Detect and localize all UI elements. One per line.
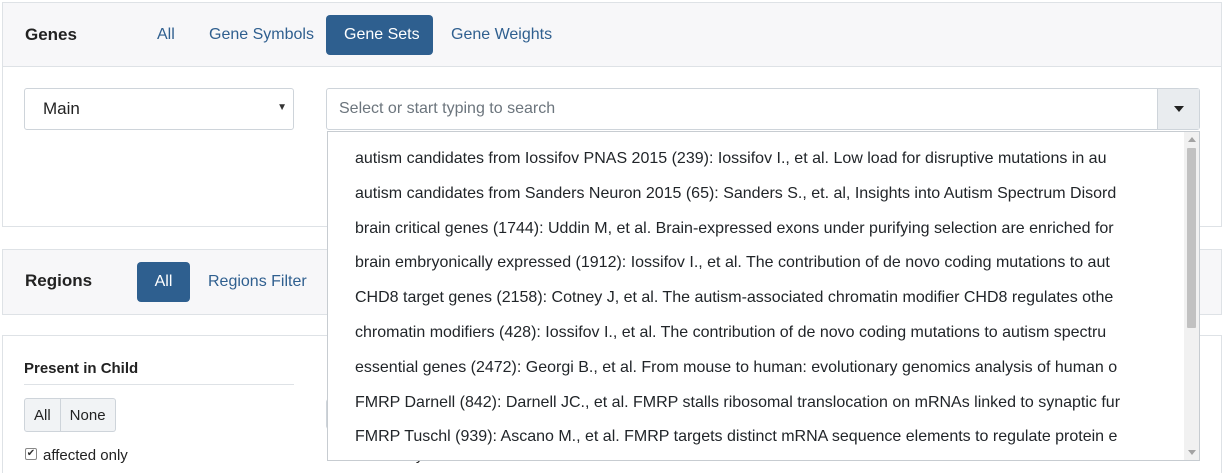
tab-gene-sets[interactable]: Gene Sets (326, 15, 433, 55)
tab-genes-all[interactable]: All (157, 26, 175, 43)
dropdown-toggle-button[interactable] (1157, 89, 1199, 129)
select-all-button[interactable]: All (24, 398, 61, 432)
scroll-up-arrow-icon[interactable] (1188, 137, 1196, 142)
chevron-down-icon: ▼ (277, 102, 287, 113)
affected-only-label: affected only (43, 447, 128, 464)
gene-set-search-input[interactable] (327, 89, 1157, 129)
gene-set-search-combobox[interactable] (326, 88, 1200, 130)
gene-set-option[interactable]: FMRP Darnell (842): Darnell JC., et al. … (355, 393, 1121, 411)
tab-gene-symbols[interactable]: Gene Symbols (209, 26, 314, 43)
gene-set-option[interactable]: FMRP Tuschl (939): Ascano M., et al. FMR… (355, 428, 1118, 446)
caret-down-icon (1174, 106, 1184, 112)
present-in-child-button-group: All None (24, 398, 116, 432)
gene-set-collection-select[interactable]: Main ▼ (24, 88, 294, 130)
gene-set-option[interactable]: essential genes (2472): Georgi B., et al… (355, 358, 1118, 376)
tab-regions-all[interactable]: All (137, 262, 190, 302)
tab-regions-filter[interactable]: Regions Filter (208, 273, 307, 290)
dropdown-scrollbar[interactable] (1184, 132, 1199, 460)
section-divider (24, 384, 294, 385)
gene-set-option[interactable]: autism candidates from Sanders Neuron 20… (355, 184, 1117, 202)
gene-set-option[interactable]: autism candidates from Iossifov PNAS 201… (355, 150, 1107, 167)
affected-only-checkbox[interactable]: ✔ (25, 448, 37, 460)
select-none-button[interactable]: None (60, 398, 116, 432)
present-in-child-title: Present in Child (24, 360, 139, 377)
regions-panel-title: Regions (25, 271, 93, 290)
tab-gene-weights[interactable]: Gene Weights (451, 26, 553, 43)
gene-set-option[interactable]: brain embryonically expressed (1912): Io… (355, 254, 1110, 272)
gene-set-option[interactable]: chromatin modifiers (428): Iossifov I., … (355, 323, 1107, 341)
genes-panel-title: Genes (25, 25, 77, 44)
gene-set-dropdown-list: autism candidates from Iossifov PNAS 201… (327, 131, 1200, 461)
dropdown-options: autism candidates from Iossifov PNAS 201… (328, 141, 1185, 454)
genes-panel-header: Genes All Gene Symbols Gene Sets Gene We… (3, 3, 1221, 67)
gene-set-option[interactable]: brain critical genes (1744): Uddin M, et… (355, 219, 1114, 237)
gene-set-option[interactable]: CHD8 target genes (2158): Cotney J, et a… (355, 289, 1114, 307)
gene-set-collection-value: Main (43, 99, 80, 118)
scroll-down-arrow-icon[interactable] (1188, 450, 1196, 455)
scrollbar-thumb[interactable] (1187, 148, 1196, 328)
